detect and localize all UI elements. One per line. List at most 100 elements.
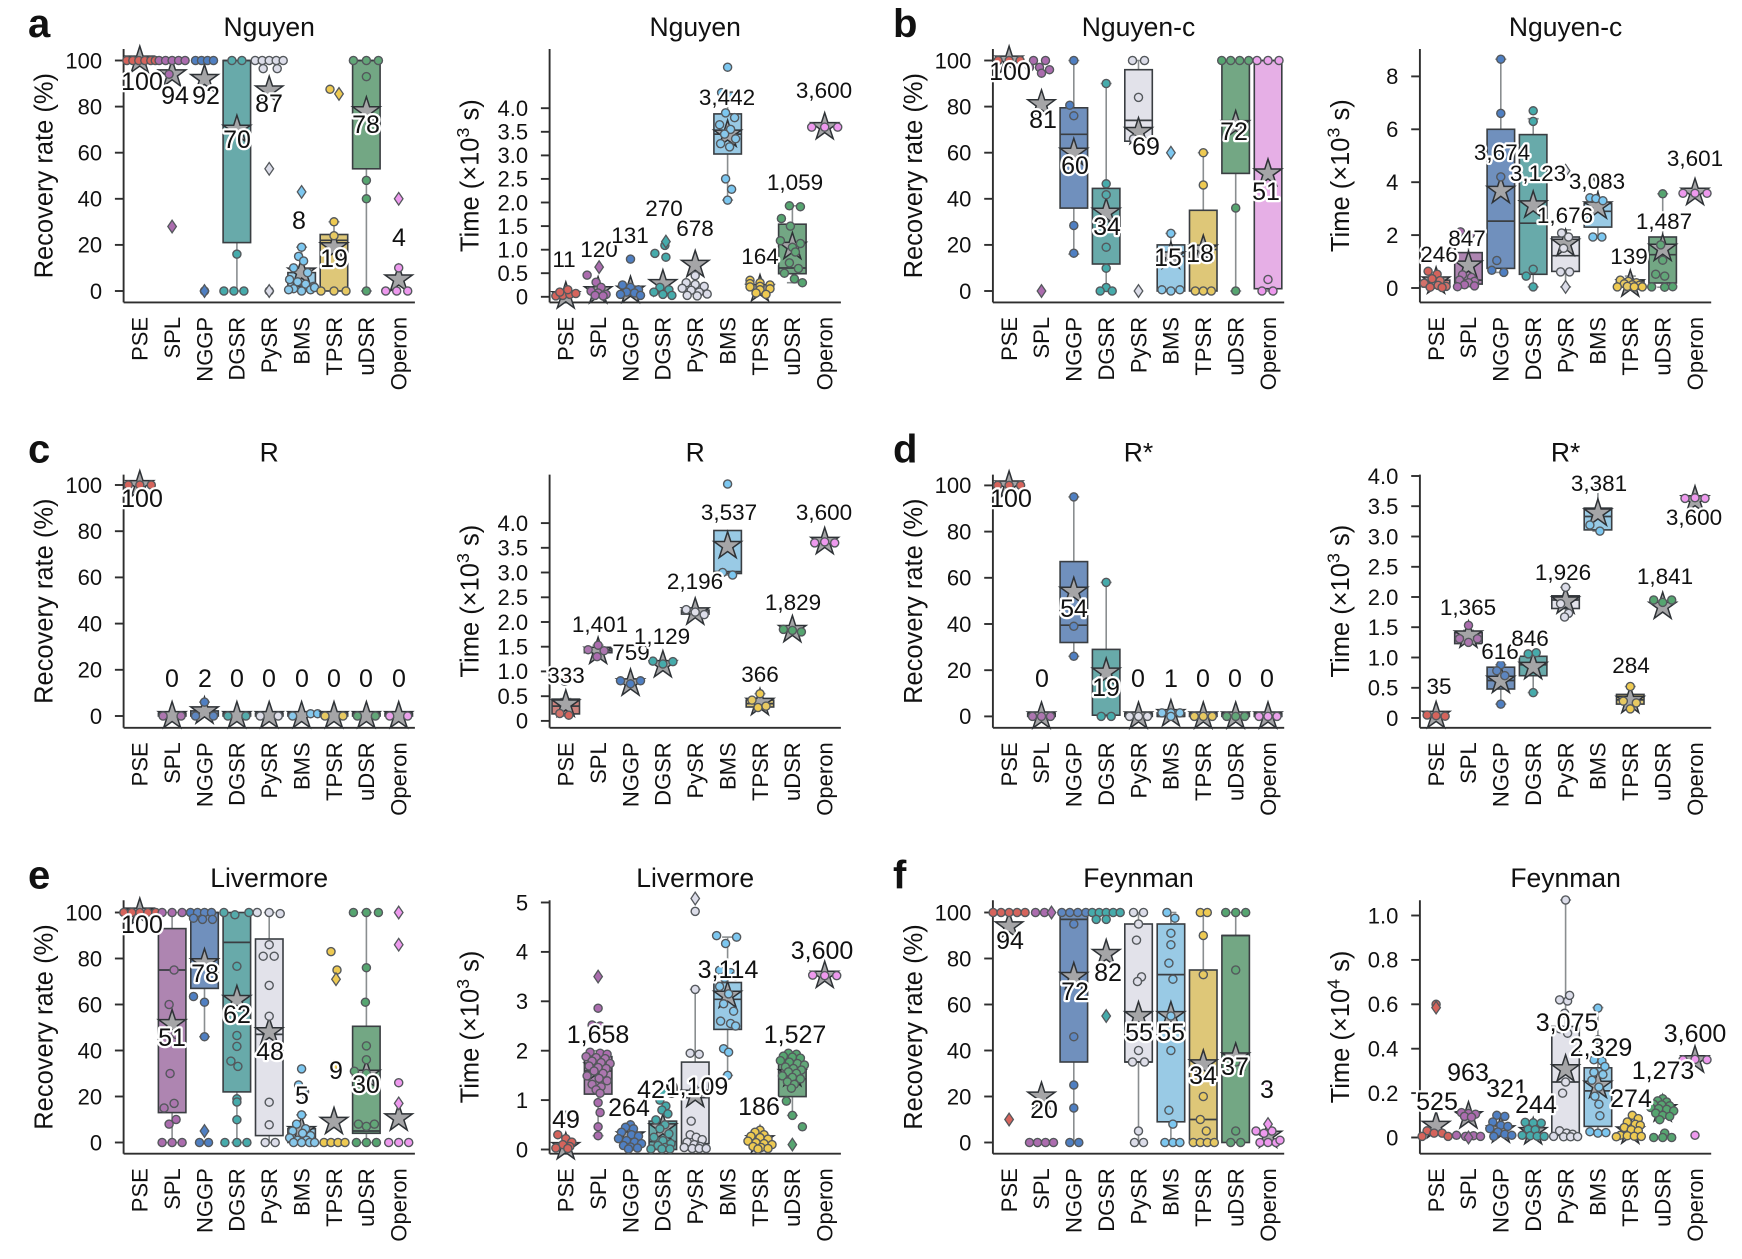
svg-text:8: 8 xyxy=(292,207,306,235)
svg-text:4.0: 4.0 xyxy=(498,96,529,121)
svg-text:1,129: 1,129 xyxy=(634,624,690,649)
svg-text:e: e xyxy=(28,854,50,898)
svg-text:Livermore: Livermore xyxy=(636,863,754,893)
svg-text:0: 0 xyxy=(1131,665,1145,693)
svg-text:1.0: 1.0 xyxy=(1368,903,1399,928)
svg-text:0.6: 0.6 xyxy=(1368,992,1399,1017)
svg-text:3.0: 3.0 xyxy=(1368,524,1399,549)
svg-text:81: 81 xyxy=(1029,106,1057,134)
svg-text:678: 678 xyxy=(676,216,714,241)
svg-text:PSE: PSE xyxy=(128,317,153,361)
svg-text:NGGP: NGGP xyxy=(1062,1168,1087,1233)
svg-text:NGGP: NGGP xyxy=(1489,1168,1514,1233)
svg-text:62: 62 xyxy=(223,1001,251,1029)
svg-text:NGGP: NGGP xyxy=(618,317,643,382)
svg-text:60: 60 xyxy=(947,992,971,1017)
svg-text:0: 0 xyxy=(230,665,244,693)
svg-text:9: 9 xyxy=(329,1057,343,1085)
svg-text:100: 100 xyxy=(989,58,1031,86)
svg-text:PySR: PySR xyxy=(257,1168,282,1224)
svg-text:0: 0 xyxy=(1386,276,1398,301)
svg-text:4.0: 4.0 xyxy=(1368,464,1399,489)
svg-text:0: 0 xyxy=(90,704,102,729)
svg-text:TPSR: TPSR xyxy=(1191,742,1216,801)
svg-text:270: 270 xyxy=(645,196,683,221)
svg-text:0: 0 xyxy=(1035,665,1049,693)
svg-text:Livermore: Livermore xyxy=(210,863,328,893)
svg-text:70: 70 xyxy=(223,126,251,154)
svg-text:SPL: SPL xyxy=(1456,1168,1481,1210)
svg-text:BMS: BMS xyxy=(1159,742,1184,790)
svg-text:333: 333 xyxy=(547,663,585,688)
svg-text:Recovery rate (%): Recovery rate (%) xyxy=(31,73,59,278)
svg-text:Operon: Operon xyxy=(387,742,412,815)
svg-text:60: 60 xyxy=(78,565,102,590)
svg-text:DGSR: DGSR xyxy=(1521,742,1546,806)
svg-text:2,196: 2,196 xyxy=(667,569,723,594)
svg-text:TPSR: TPSR xyxy=(1191,317,1216,376)
svg-text:87: 87 xyxy=(255,90,283,118)
svg-text:4.0: 4.0 xyxy=(498,511,529,536)
svg-text:uDSR: uDSR xyxy=(780,1168,805,1227)
svg-text:0: 0 xyxy=(327,665,341,693)
svg-text:3,442: 3,442 xyxy=(699,85,755,110)
svg-text:1,926: 1,926 xyxy=(1535,560,1591,585)
svg-text:1,487: 1,487 xyxy=(1636,209,1692,234)
svg-text:8: 8 xyxy=(1386,64,1398,89)
svg-text:NGGP: NGGP xyxy=(1489,317,1514,382)
svg-text:BMS: BMS xyxy=(715,742,740,790)
svg-text:Operon: Operon xyxy=(813,1168,838,1241)
svg-text:SPL: SPL xyxy=(160,1168,185,1210)
svg-text:72: 72 xyxy=(1061,978,1089,1006)
svg-text:2: 2 xyxy=(1386,223,1398,248)
svg-text:846: 846 xyxy=(1511,626,1549,651)
svg-text:1,109: 1,109 xyxy=(666,1073,729,1101)
svg-text:Nguyen: Nguyen xyxy=(224,12,315,42)
svg-text:20: 20 xyxy=(78,233,102,258)
svg-text:0: 0 xyxy=(1260,665,1274,693)
svg-text:Time (×103 s): Time (×103 s) xyxy=(453,951,485,1104)
svg-text:a: a xyxy=(28,2,51,46)
svg-text:BMS: BMS xyxy=(1159,1168,1184,1216)
svg-text:100: 100 xyxy=(65,48,102,73)
svg-text:40: 40 xyxy=(78,611,102,636)
svg-text:0: 0 xyxy=(165,665,179,693)
svg-text:35: 35 xyxy=(1426,674,1451,699)
svg-text:1,829: 1,829 xyxy=(765,590,821,615)
svg-text:321: 321 xyxy=(1486,1075,1528,1103)
svg-text:19: 19 xyxy=(1092,674,1120,702)
svg-text:R*: R* xyxy=(1124,438,1153,468)
svg-text:0: 0 xyxy=(1228,665,1242,693)
svg-text:100: 100 xyxy=(935,48,972,73)
svg-text:BMS: BMS xyxy=(1159,317,1184,365)
svg-text:Recovery rate (%): Recovery rate (%) xyxy=(31,924,59,1129)
svg-text:60: 60 xyxy=(947,566,971,591)
svg-text:PSE: PSE xyxy=(997,742,1022,786)
svg-text:DGSR: DGSR xyxy=(225,742,250,806)
svg-text:PySR: PySR xyxy=(257,742,282,798)
svg-text:80: 80 xyxy=(78,94,102,119)
svg-text:80: 80 xyxy=(947,94,971,119)
svg-text:60: 60 xyxy=(78,141,102,166)
svg-text:NGGP: NGGP xyxy=(618,1168,643,1233)
svg-text:0: 0 xyxy=(90,1130,102,1155)
svg-text:0: 0 xyxy=(516,1137,528,1162)
svg-text:uDSR: uDSR xyxy=(1651,317,1676,376)
svg-text:Feynman: Feynman xyxy=(1083,863,1193,893)
svg-text:3,600: 3,600 xyxy=(796,78,852,103)
svg-text:0: 0 xyxy=(295,665,309,693)
svg-text:PySR: PySR xyxy=(1553,1168,1578,1224)
svg-text:847: 847 xyxy=(1448,226,1486,251)
svg-text:BMS: BMS xyxy=(1586,742,1611,790)
svg-text:SPL: SPL xyxy=(160,742,185,784)
svg-text:Operon: Operon xyxy=(387,317,412,390)
svg-text:19: 19 xyxy=(320,245,348,273)
svg-text:3: 3 xyxy=(1260,1076,1274,1104)
svg-text:3,600: 3,600 xyxy=(791,937,854,965)
svg-text:uDSR: uDSR xyxy=(1651,742,1676,801)
svg-text:963: 963 xyxy=(1447,1059,1489,1087)
svg-text:3,537: 3,537 xyxy=(701,500,757,525)
svg-text:6: 6 xyxy=(1386,117,1398,142)
svg-text:69: 69 xyxy=(1132,133,1160,161)
svg-text:R*: R* xyxy=(1551,438,1580,468)
